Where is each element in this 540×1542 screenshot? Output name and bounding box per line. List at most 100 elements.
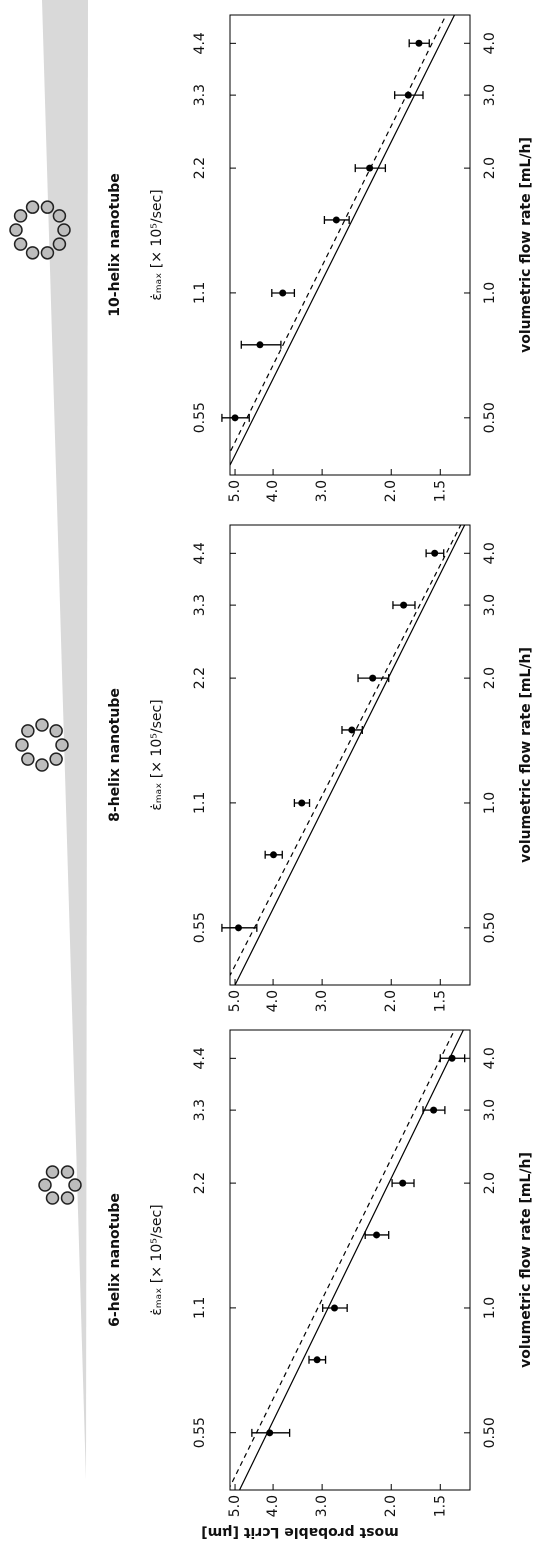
x2-tick-label: 0.55	[192, 912, 208, 943]
x2-axis-label: ε̇ₘₐₓ [× 10⁵/sec]	[149, 1204, 165, 1315]
y-tick-label: 4.0	[265, 1495, 281, 1517]
x2-tick-label: 4.4	[192, 32, 208, 54]
x-tick-label: 3.0	[482, 594, 498, 616]
x-axis-label: volumetric flow rate [mL/h]	[518, 1152, 534, 1368]
panels: 6-helix nanotube ε̇ₘₐₓ [× 10⁵/sec] volumet…	[107, 14, 534, 1540]
helix-bead	[9, 223, 23, 237]
x-tick-label: 3.0	[482, 1099, 498, 1121]
x2-tick-label: 1.1	[192, 792, 208, 814]
x-tick-label: 1.0	[482, 792, 498, 814]
x-tick-label: 2.0	[482, 1172, 498, 1194]
data-point	[415, 39, 423, 47]
helix-bead	[21, 752, 35, 766]
x2-axis-label: ε̇ₘₐₓ [× 10⁵/sec]	[149, 189, 165, 300]
y-tick-label: 4.0	[265, 990, 281, 1012]
y-tick-label: 2.0	[383, 480, 399, 502]
y-tick-label: 4.0	[265, 480, 281, 502]
x2-tick-label: 4.4	[192, 1047, 208, 1069]
y-tick-label: 5.0	[227, 990, 243, 1012]
helix-bead	[15, 738, 29, 752]
x-tick-label: 1.0	[482, 282, 498, 304]
x2-tick-label: 2.2	[192, 157, 208, 179]
x2-tick-label: 0.55	[192, 402, 208, 433]
helix-bead	[57, 223, 71, 237]
helix-bead	[35, 718, 49, 732]
x2-tick-label: 3.3	[192, 1099, 208, 1121]
data-point	[256, 341, 264, 349]
helix-bead	[68, 1178, 82, 1192]
y-tick-label: 1.5	[432, 990, 448, 1012]
x2-axis-label: ε̇ₘₐₓ [× 10⁵/sec]	[149, 699, 165, 810]
helix-bead	[40, 200, 55, 214]
helix-bead	[52, 209, 67, 223]
helix-bead	[25, 246, 40, 260]
y-tick-label: 1.5	[432, 1495, 448, 1517]
x-tick-label: 0.50	[482, 1417, 498, 1448]
data-point	[298, 799, 306, 807]
data-point	[348, 726, 356, 734]
y-tick-label: 2.0	[383, 1495, 399, 1517]
data-point	[313, 1356, 321, 1364]
y-tick-label: 3.0	[314, 480, 330, 502]
x2-tick-label: 4.4	[192, 542, 208, 564]
y-tick-label: 3.0	[314, 1495, 330, 1517]
helix-bead	[55, 738, 69, 752]
x2-tick-label: 3.3	[192, 594, 208, 616]
helix-bead	[25, 200, 40, 214]
helix-bead	[60, 1191, 75, 1205]
x-axis-label: volumetric flow rate [mL/h]	[518, 647, 534, 863]
helix-bead	[45, 1165, 60, 1179]
fit-line	[238, 1030, 464, 1490]
x-tick-label: 0.50	[482, 912, 498, 943]
helix-bead	[38, 1178, 52, 1192]
data-point	[404, 91, 412, 99]
fit-line	[230, 15, 456, 475]
y-tick-label: 5.0	[227, 480, 243, 502]
fit-line	[230, 15, 447, 475]
data-point	[234, 924, 242, 932]
helix-bead	[60, 1165, 75, 1179]
y-tick-label: 2.0	[383, 990, 399, 1012]
x2-tick-label: 2.2	[192, 1172, 208, 1194]
data-point	[399, 1179, 407, 1187]
data-point	[266, 1429, 274, 1437]
x-tick-label: 2.0	[482, 157, 498, 179]
helix-bead	[21, 724, 35, 738]
x-tick-label: 4.0	[482, 32, 498, 54]
x-tick-label: 4.0	[482, 1047, 498, 1069]
x-tick-label: 2.0	[482, 667, 498, 689]
x2-tick-label: 0.55	[192, 1417, 208, 1448]
y-tick-label: 5.0	[227, 1495, 243, 1517]
data-point	[430, 1106, 438, 1114]
x-tick-label: 4.0	[482, 542, 498, 564]
panel-title: 10-helix nanotube	[107, 173, 123, 316]
plot-frame	[229, 524, 471, 986]
helix-bead	[49, 724, 63, 738]
y-tick-label: 3.0	[314, 990, 330, 1012]
data-point	[270, 851, 278, 859]
panel-title: 8-helix nanotube	[107, 688, 123, 822]
helix-bead	[13, 237, 28, 251]
data-point	[369, 674, 377, 682]
helix-bead	[49, 752, 63, 766]
nanotube-icons	[9, 200, 82, 1205]
x2-tick-label: 1.1	[192, 1297, 208, 1319]
data-point	[279, 289, 287, 297]
data-point	[431, 549, 439, 557]
helix-bead	[40, 246, 55, 260]
data-point	[332, 216, 340, 224]
data-point	[366, 164, 374, 172]
fit-line	[230, 525, 462, 985]
data-point	[231, 414, 239, 422]
data-point	[373, 1231, 381, 1239]
x2-tick-label: 1.1	[192, 282, 208, 304]
helix-bead	[35, 758, 49, 772]
panel-title: 6-helix nanotube	[107, 1193, 123, 1327]
y-axis-label: most probable Lcrit [μm]	[201, 1524, 398, 1540]
x-tick-label: 1.0	[482, 1297, 498, 1319]
x2-tick-label: 2.2	[192, 667, 208, 689]
helix-bead	[13, 209, 28, 223]
x-tick-label: 0.50	[482, 402, 498, 433]
fit-line	[234, 525, 466, 985]
